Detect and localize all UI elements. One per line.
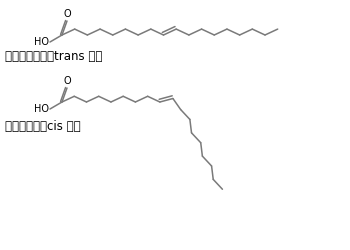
Text: HO: HO bbox=[34, 104, 49, 114]
Text: O: O bbox=[63, 76, 71, 86]
Text: HO: HO bbox=[34, 37, 49, 47]
Text: オレイン酸，cis 配位: オレイン酸，cis 配位 bbox=[5, 120, 80, 133]
Text: エライジン酸，trans 配位: エライジン酸，trans 配位 bbox=[5, 50, 102, 63]
Text: O: O bbox=[63, 9, 71, 19]
